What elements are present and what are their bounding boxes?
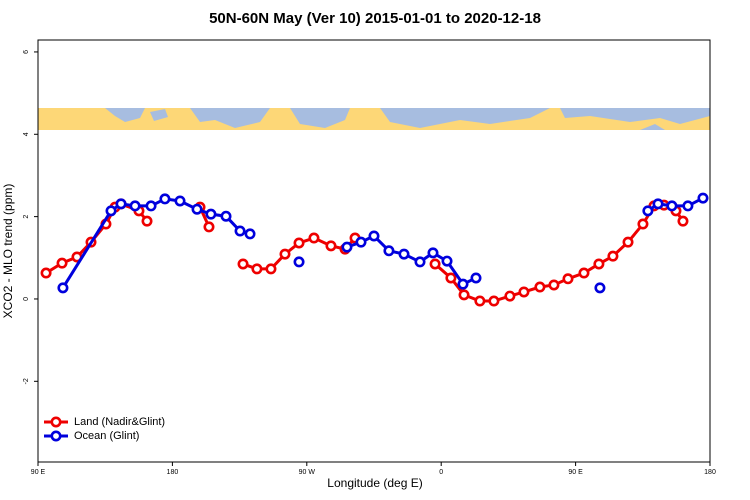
data-point	[141, 215, 153, 227]
x-tick-label: 180	[704, 469, 716, 476]
y-axis-label: XCO2 - MLO trend (ppm)	[1, 184, 15, 319]
data-point	[279, 248, 291, 260]
data-point	[174, 195, 186, 207]
data-point	[325, 240, 337, 252]
y-tick-label: -2	[23, 378, 30, 384]
legend-label: Ocean (Glint)	[74, 430, 139, 442]
data-point	[594, 282, 606, 294]
data-point	[429, 258, 441, 270]
x-tick-label: 90 E	[31, 469, 46, 476]
data-point	[244, 228, 256, 240]
data-point	[191, 203, 203, 215]
x-tick-label: 0	[439, 469, 443, 476]
data-point	[637, 218, 649, 230]
data-point	[488, 295, 500, 307]
data-point	[398, 248, 410, 260]
legend-label: Land (Nadir&Glint)	[74, 416, 165, 428]
data-point	[40, 267, 52, 279]
data-point	[203, 221, 215, 233]
data-point	[145, 200, 157, 212]
data-point	[293, 256, 305, 268]
y-tick-label: 4	[23, 132, 30, 136]
data-point	[457, 278, 469, 290]
data-point	[534, 281, 546, 293]
data-point	[293, 237, 305, 249]
data-point	[237, 258, 249, 270]
data-point	[652, 198, 664, 210]
data-point	[234, 225, 246, 237]
data-point	[159, 193, 171, 205]
data-point	[578, 267, 590, 279]
y-tick-label: 2	[23, 215, 30, 219]
data-point	[666, 200, 678, 212]
data-point	[205, 208, 217, 220]
data-point	[642, 205, 654, 217]
data-point	[115, 198, 127, 210]
legend-marker	[50, 416, 62, 428]
x-tick-label: 90 E	[568, 469, 583, 476]
x-tick-label: 180	[167, 469, 179, 476]
series-line	[61, 196, 704, 289]
data-point	[548, 279, 560, 291]
data-point	[427, 247, 439, 259]
data-point	[504, 290, 516, 302]
data-point	[441, 255, 453, 267]
data-point	[129, 200, 141, 212]
data-point	[445, 272, 457, 284]
legend-marker	[50, 430, 62, 442]
data-point	[56, 257, 68, 269]
data-point	[355, 236, 367, 248]
map-band	[38, 108, 710, 130]
data-point	[518, 286, 530, 298]
data-point	[341, 241, 353, 253]
data-point	[622, 236, 634, 248]
chart-title: 50N-60N May (Ver 10) 2015-01-01 to 2020-…	[209, 10, 541, 27]
data-point	[470, 272, 482, 284]
data-point	[308, 232, 320, 244]
data-point	[474, 295, 486, 307]
data-point	[414, 256, 426, 268]
x-axis-label: Longitude (deg E)	[327, 476, 422, 490]
x-tick-label: 90 W	[299, 469, 316, 476]
y-tick-label: 0	[23, 297, 30, 301]
data-point	[251, 263, 263, 275]
data-point	[265, 263, 277, 275]
data-point	[458, 289, 470, 301]
data-point	[220, 210, 232, 222]
data-point	[105, 205, 117, 217]
series-line	[45, 202, 685, 303]
plot-frame	[37, 39, 711, 463]
data-point	[57, 282, 69, 294]
data-point	[677, 215, 689, 227]
y-tick-label: 6	[23, 50, 30, 54]
data-point	[383, 245, 395, 257]
data-point	[593, 258, 605, 270]
data-point	[607, 250, 619, 262]
data-point	[682, 200, 694, 212]
data-point	[562, 273, 574, 285]
data-point	[368, 230, 380, 242]
data-point	[697, 192, 709, 204]
